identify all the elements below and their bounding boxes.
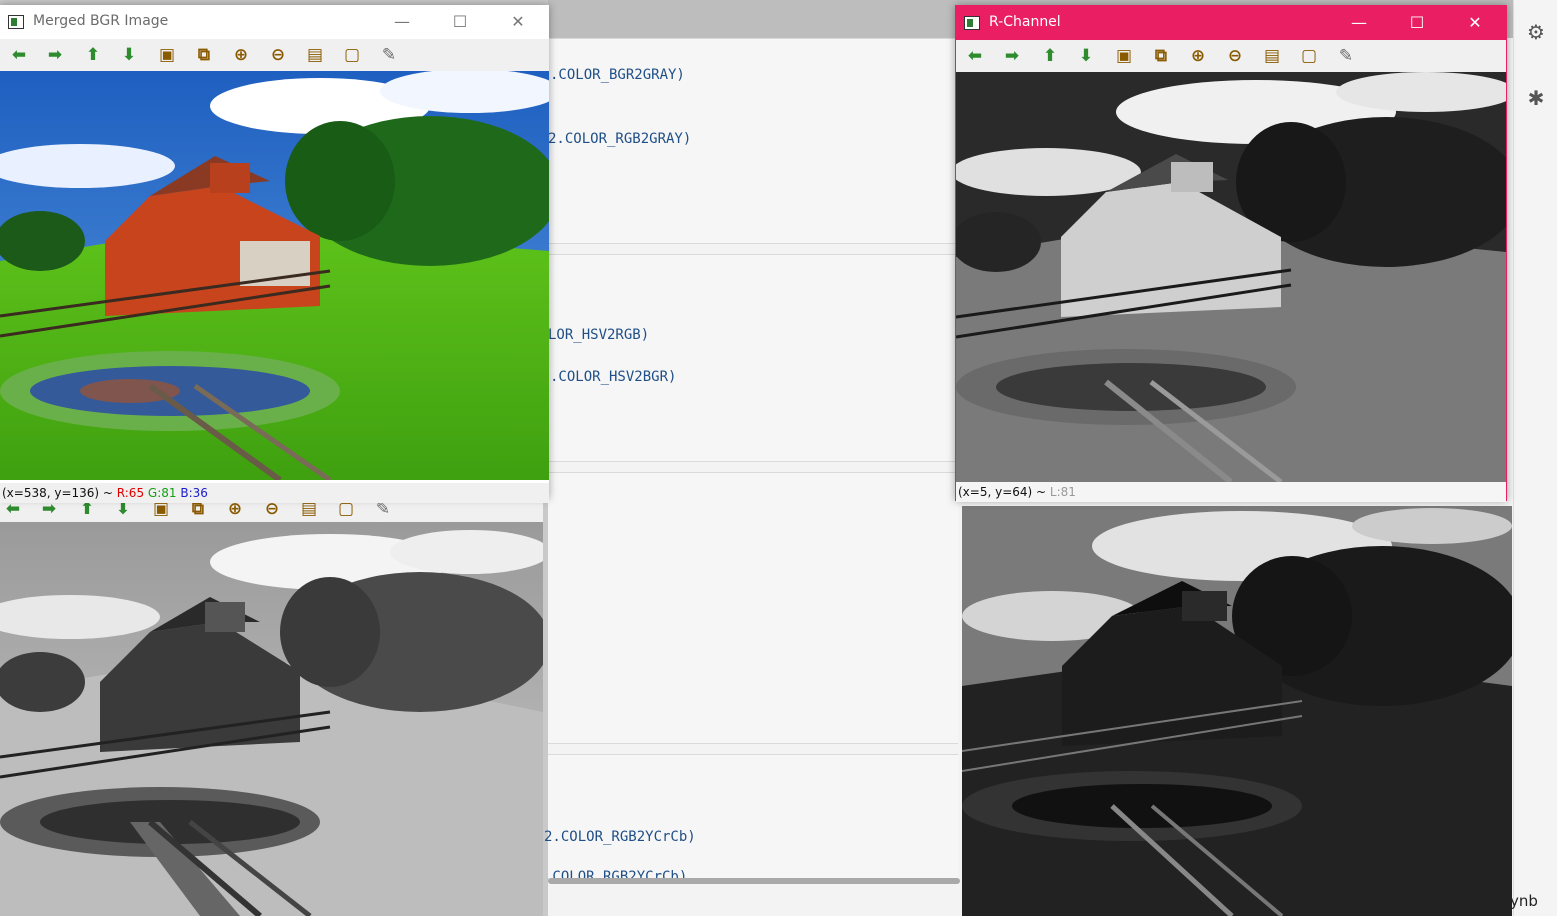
window-title-bar[interactable]: R-Channel — ☐ ✕	[956, 6, 1506, 40]
image-toolbar: ⬅ ➡ ⬆ ⬇ ▣ ⧉ ⊕ ⊖ ▤ ▢ ✎	[0, 39, 549, 73]
dark-channel-window[interactable]	[962, 506, 1512, 916]
code-line: 2.COLOR_RGB2GRAY)	[548, 131, 692, 147]
zoom-in-icon[interactable]: ⊕	[233, 45, 249, 65]
horizontal-scrollbar[interactable]	[548, 878, 960, 884]
zoom-original-icon[interactable]: ⧉	[1154, 46, 1168, 66]
pan-left-icon[interactable]: ⬅	[5, 499, 21, 519]
window-title: Merged BGR Image	[33, 13, 169, 29]
save-icon[interactable]: ▤	[300, 499, 318, 519]
pan-down-icon[interactable]: ⬇	[121, 45, 137, 65]
color-image	[0, 71, 549, 480]
save-icon[interactable]: ▤	[1263, 46, 1281, 66]
minimize-button[interactable]: —	[394, 12, 410, 31]
properties-icon[interactable]: ✎	[375, 499, 391, 519]
green-value: G:81	[147, 486, 177, 500]
pan-left-icon[interactable]: ⬅	[967, 46, 983, 66]
zoom-out-icon[interactable]: ⊖	[264, 499, 280, 519]
red-value: R:65	[116, 486, 145, 500]
window-app-icon	[8, 15, 24, 29]
pixel-coordinates: (x=538, y=136) ~	[2, 486, 117, 500]
properties-icon[interactable]: ✎	[381, 45, 397, 65]
luminance-value: L:81	[1049, 485, 1076, 499]
right-sidebar	[1513, 0, 1557, 916]
pixel-coordinates: (x=5, y=64) ~	[958, 485, 1050, 499]
grayscale-image	[0, 522, 543, 916]
zoom-out-icon[interactable]: ⊖	[270, 45, 286, 65]
pan-up-icon[interactable]: ⬆	[85, 45, 101, 65]
copy-icon[interactable]: ▢	[1300, 46, 1318, 66]
pan-up-icon[interactable]: ⬆	[79, 499, 95, 519]
pan-down-icon[interactable]: ⬇	[1078, 46, 1094, 66]
code-cell[interactable]: LOR_HSV2RGB) .COLOR_HSV2BGR)	[548, 254, 958, 462]
properties-icon[interactable]: ✎	[1338, 46, 1354, 66]
gears-icon[interactable]: ⚙	[1527, 20, 1545, 44]
r-channel-window[interactable]: R-Channel — ☐ ✕ ⬅ ➡ ⬆ ⬇ ▣ ⧉ ⊕ ⊖ ▤ ▢ ✎	[955, 5, 1507, 502]
code-line: LOR_HSV2RGB)	[548, 327, 650, 343]
zoom-original-icon[interactable]: ⧉	[191, 499, 205, 519]
zoom-in-icon[interactable]: ⊕	[227, 499, 243, 519]
copy-icon[interactable]: ▢	[343, 45, 361, 65]
zoom-fit-icon[interactable]: ▣	[1115, 46, 1133, 66]
zoom-fit-icon[interactable]: ▣	[158, 45, 176, 65]
code-line: .COLOR_RGB2YCrCb)	[544, 869, 688, 879]
zoom-fit-icon[interactable]: ▣	[152, 499, 170, 519]
r-channel-image	[956, 72, 1506, 482]
pan-left-icon[interactable]: ⬅	[11, 45, 27, 65]
zoom-out-icon[interactable]: ⊖	[1227, 46, 1243, 66]
merged-bgr-window[interactable]: Merged BGR Image — ☐ ✕ ⬅ ➡ ⬆ ⬇ ▣ ⧉ ⊕ ⊖ ▤…	[0, 5, 549, 503]
status-bar: (x=538, y=136) ~ R:65 G:81 B:36	[0, 483, 549, 503]
gray-image-window[interactable]: ⬅ ➡ ⬆ ⬇ ▣ ⧉ ⊕ ⊖ ▤ ▢ ✎	[0, 496, 543, 916]
close-button[interactable]: ✕	[511, 12, 525, 31]
code-cell[interactable]	[548, 472, 958, 744]
window-title: R-Channel	[989, 14, 1061, 30]
pan-right-icon[interactable]: ➡	[47, 45, 63, 65]
code-line: .COLOR_BGR2GRAY)	[550, 67, 685, 83]
code-line: .COLOR_HSV2BGR)	[550, 369, 677, 385]
maximize-button[interactable]: ☐	[452, 12, 468, 31]
maximize-button[interactable]: ☐	[1409, 13, 1425, 32]
zoom-in-icon[interactable]: ⊕	[1190, 46, 1206, 66]
zoom-original-icon[interactable]: ⧉	[197, 45, 211, 65]
save-icon[interactable]: ▤	[306, 45, 324, 65]
status-bar: (x=5, y=64) ~ L:81	[956, 482, 1506, 502]
window-app-icon	[964, 16, 980, 30]
blue-value: B:36	[180, 486, 208, 500]
pan-right-icon[interactable]: ➡	[41, 499, 57, 519]
bug-icon[interactable]: ✱	[1527, 86, 1545, 110]
pan-up-icon[interactable]: ⬆	[1042, 46, 1058, 66]
code-cell[interactable]: .COLOR_BGR2GRAY) 2.COLOR_RGB2GRAY)	[548, 38, 958, 244]
pan-down-icon[interactable]: ⬇	[115, 499, 131, 519]
close-button[interactable]: ✕	[1468, 13, 1482, 32]
dark-channel-image	[962, 506, 1512, 916]
image-toolbar: ⬅ ➡ ⬆ ⬇ ▣ ⧉ ⊕ ⊖ ▤ ▢ ✎	[956, 40, 1506, 74]
window-title-bar[interactable]: Merged BGR Image — ☐ ✕	[0, 5, 549, 39]
code-line: 2.COLOR_RGB2YCrCb)	[544, 829, 696, 845]
code-cell[interactable]: 2.COLOR_RGB2YCrCb) .COLOR_RGB2YCrCb)	[544, 754, 958, 880]
minimize-button[interactable]: —	[1351, 13, 1367, 32]
copy-icon[interactable]: ▢	[337, 499, 355, 519]
corner-text: ynb	[1510, 892, 1538, 910]
pan-right-icon[interactable]: ➡	[1004, 46, 1020, 66]
